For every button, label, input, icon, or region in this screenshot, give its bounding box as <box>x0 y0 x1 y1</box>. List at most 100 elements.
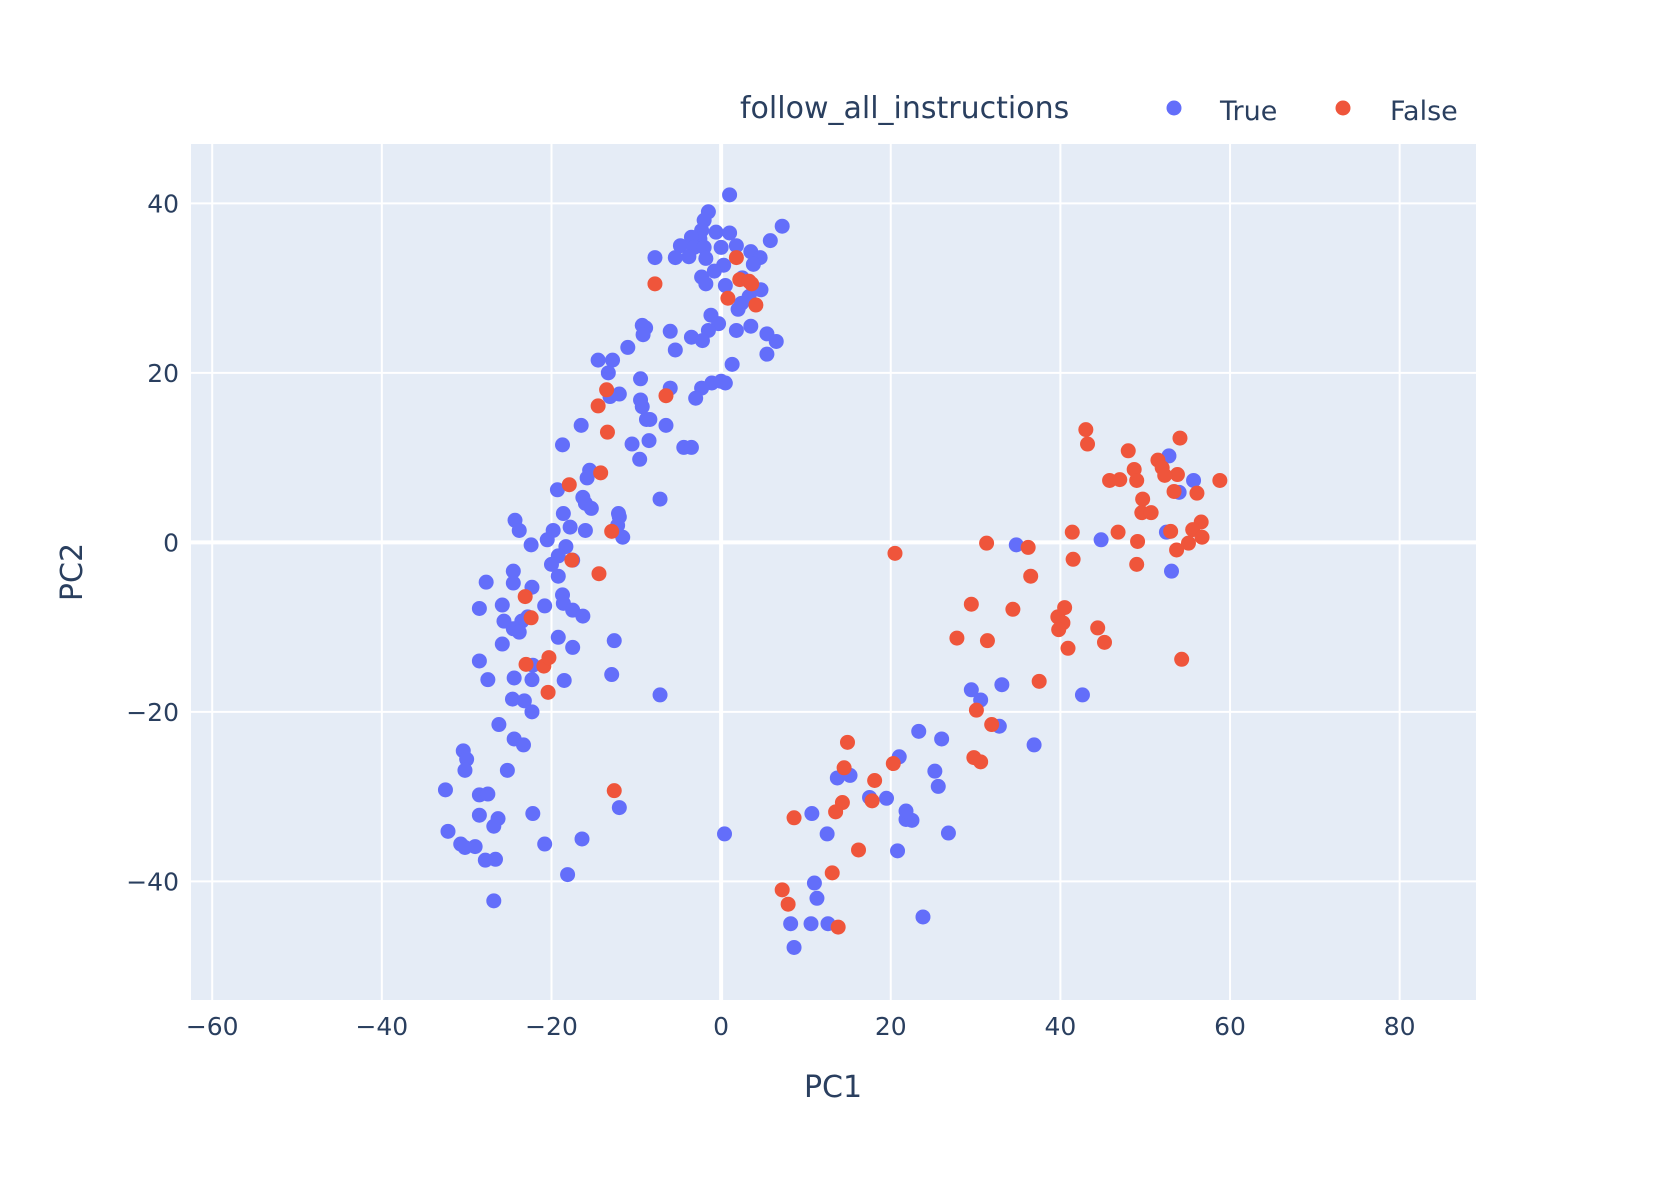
data-point-false[interactable] <box>1169 467 1185 483</box>
data-point-true[interactable] <box>457 762 473 778</box>
data-point-false[interactable] <box>1057 600 1073 616</box>
data-point-true[interactable] <box>480 672 496 688</box>
data-point-false[interactable] <box>606 783 622 799</box>
data-point-true[interactable] <box>494 636 510 652</box>
data-point-true[interactable] <box>1164 563 1180 579</box>
data-point-true[interactable] <box>525 806 541 822</box>
data-point-true[interactable] <box>615 529 631 545</box>
data-point-true[interactable] <box>605 352 621 368</box>
data-point-true[interactable] <box>575 608 591 624</box>
data-point-true[interactable] <box>550 568 566 584</box>
data-point-true[interactable] <box>724 356 740 372</box>
data-point-false[interactable] <box>1064 524 1080 540</box>
data-point-true[interactable] <box>667 250 683 266</box>
data-point-false[interactable] <box>1110 524 1126 540</box>
data-point-false[interactable] <box>1031 673 1047 689</box>
data-point-true[interactable] <box>717 375 733 391</box>
data-point-true[interactable] <box>611 800 627 816</box>
data-point-false[interactable] <box>979 535 995 551</box>
data-point-true[interactable] <box>804 806 820 822</box>
data-point-false[interactable] <box>968 702 984 718</box>
data-point-false[interactable] <box>517 589 533 605</box>
data-point-false[interactable] <box>1143 505 1159 521</box>
data-point-true[interactable] <box>652 687 668 703</box>
data-point-false[interactable] <box>1169 542 1185 558</box>
data-point-true[interactable] <box>440 823 456 839</box>
data-point-true[interactable] <box>606 633 622 649</box>
data-point-true[interactable] <box>543 556 559 572</box>
data-point-true[interactable] <box>550 629 566 645</box>
data-point-false[interactable] <box>828 804 844 820</box>
legend-item-true[interactable]: True <box>1166 96 1278 127</box>
data-point-false[interactable] <box>1023 568 1039 584</box>
data-point-true[interactable] <box>683 439 699 455</box>
data-point-true[interactable] <box>730 301 746 317</box>
data-point-false[interactable] <box>599 424 615 440</box>
data-point-true[interactable] <box>911 723 927 739</box>
data-point-false[interactable] <box>518 656 534 672</box>
data-point-true[interactable] <box>600 365 616 381</box>
data-point-true[interactable] <box>786 939 802 955</box>
data-point-true[interactable] <box>743 318 759 334</box>
data-point-true[interactable] <box>717 826 733 842</box>
data-point-true[interactable] <box>516 693 532 709</box>
data-point-true[interactable] <box>486 893 502 909</box>
data-point-true[interactable] <box>1008 537 1024 553</box>
data-point-true[interactable] <box>634 399 650 415</box>
data-point-true[interactable] <box>635 327 651 343</box>
data-point-true[interactable] <box>537 836 553 852</box>
data-point-true[interactable] <box>480 786 496 802</box>
data-point-true[interactable] <box>604 667 620 683</box>
data-point-true[interactable] <box>658 417 674 433</box>
data-point-false[interactable] <box>1174 651 1190 667</box>
data-point-true[interactable] <box>504 691 520 707</box>
data-point-false[interactable] <box>720 290 736 306</box>
data-point-true[interactable] <box>506 670 522 686</box>
data-point-true[interactable] <box>1093 532 1109 548</box>
legend[interactable]: follow_all_instructions True False <box>740 91 1458 127</box>
data-point-true[interactable] <box>688 390 704 406</box>
data-point-true[interactable] <box>478 574 494 590</box>
data-point-true[interactable] <box>494 597 510 613</box>
data-point-false[interactable] <box>963 596 979 612</box>
data-point-false[interactable] <box>949 630 965 646</box>
data-point-true[interactable] <box>511 522 527 538</box>
data-point-true[interactable] <box>694 333 710 349</box>
data-point-true[interactable] <box>717 278 733 294</box>
data-point-true[interactable] <box>471 653 487 669</box>
data-point-true[interactable] <box>1074 687 1090 703</box>
data-point-true[interactable] <box>515 737 531 753</box>
data-point-true[interactable] <box>491 717 507 733</box>
data-point-false[interactable] <box>541 650 557 666</box>
data-point-true[interactable] <box>560 867 576 883</box>
data-point-false[interactable] <box>561 477 577 493</box>
data-point-true[interactable] <box>511 624 527 640</box>
data-point-true[interactable] <box>768 333 784 349</box>
data-point-true[interactable] <box>574 831 590 847</box>
data-point-true[interactable] <box>467 839 483 855</box>
data-point-false[interactable] <box>1194 529 1210 545</box>
data-point-false[interactable] <box>593 465 609 481</box>
data-point-false[interactable] <box>748 297 764 313</box>
data-point-true[interactable] <box>698 250 714 266</box>
data-point-false[interactable] <box>887 545 903 561</box>
data-point-true[interactable] <box>963 682 979 698</box>
data-point-false[interactable] <box>564 552 580 568</box>
data-point-true[interactable] <box>499 762 515 778</box>
data-point-false[interactable] <box>1163 523 1179 539</box>
data-point-true[interactable] <box>681 249 697 265</box>
data-point-true[interactable] <box>728 322 744 338</box>
data-point-false[interactable] <box>1130 533 1146 549</box>
data-point-false[interactable] <box>1135 491 1151 507</box>
data-point-true[interactable] <box>706 263 722 279</box>
data-point-true[interactable] <box>624 436 640 452</box>
data-point-true[interactable] <box>590 352 606 368</box>
data-point-true[interactable] <box>819 826 835 842</box>
data-point-true[interactable] <box>809 890 825 906</box>
data-point-true[interactable] <box>486 818 502 834</box>
data-point-true[interactable] <box>934 731 950 747</box>
data-point-false[interactable] <box>1065 551 1081 567</box>
data-point-false[interactable] <box>839 734 855 750</box>
data-point-true[interactable] <box>523 537 539 553</box>
data-point-true[interactable] <box>524 704 540 720</box>
